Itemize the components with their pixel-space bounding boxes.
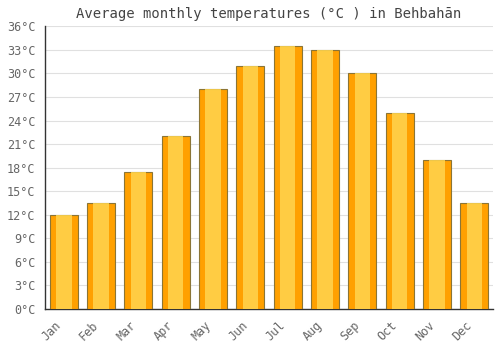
Bar xyxy=(87,203,115,309)
Bar xyxy=(50,215,78,309)
Bar xyxy=(162,136,190,309)
Bar xyxy=(199,89,227,309)
FancyBboxPatch shape xyxy=(318,50,333,309)
Bar xyxy=(423,160,451,309)
FancyBboxPatch shape xyxy=(354,74,370,309)
FancyBboxPatch shape xyxy=(94,203,109,309)
FancyBboxPatch shape xyxy=(206,89,221,309)
FancyBboxPatch shape xyxy=(280,46,295,309)
Bar xyxy=(311,50,339,309)
Bar xyxy=(386,113,413,309)
Title: Average monthly temperatures (°C ) in Behbahān: Average monthly temperatures (°C ) in Be… xyxy=(76,7,462,21)
FancyBboxPatch shape xyxy=(466,203,482,309)
FancyBboxPatch shape xyxy=(392,113,407,309)
FancyBboxPatch shape xyxy=(56,215,72,309)
FancyBboxPatch shape xyxy=(131,172,146,309)
FancyBboxPatch shape xyxy=(168,136,184,309)
FancyBboxPatch shape xyxy=(430,160,445,309)
FancyBboxPatch shape xyxy=(243,65,258,309)
Bar xyxy=(274,46,302,309)
Bar xyxy=(460,203,488,309)
Bar xyxy=(124,172,152,309)
Bar xyxy=(348,74,376,309)
Bar xyxy=(236,65,264,309)
